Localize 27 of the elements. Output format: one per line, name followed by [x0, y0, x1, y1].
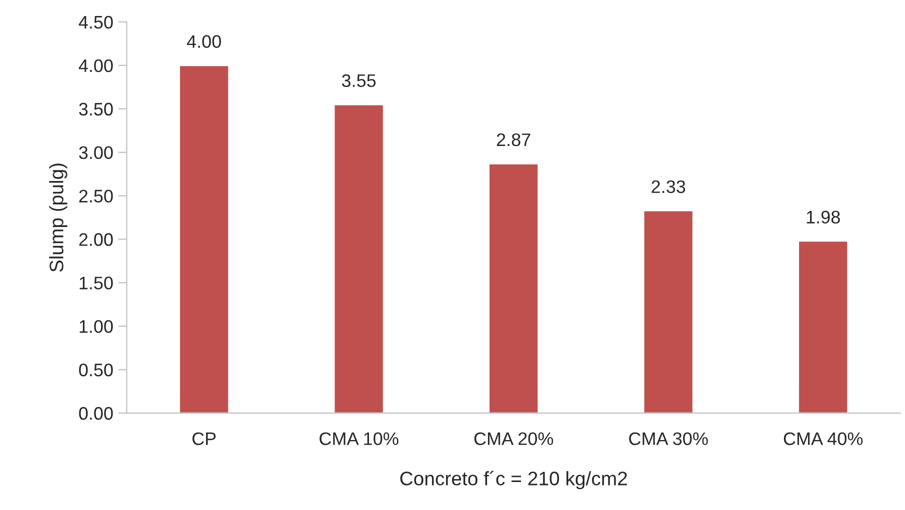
x-tick-label: CMA 30%: [629, 432, 708, 446]
x-tick-label: CMA 40%: [784, 432, 863, 446]
y-tick-label: 3.50: [79, 102, 113, 116]
y-tick-label: 4.00: [78, 59, 113, 72]
x-tick-label: CMA 20%: [474, 432, 554, 446]
data-label: 4.00: [186, 35, 221, 48]
bar: [178, 64, 230, 414]
x-tick-label: CP: [192, 432, 216, 446]
data-label: 3.55: [342, 74, 376, 88]
y-tick-label: 2.50: [79, 190, 113, 203]
data-label: 2.33: [652, 180, 686, 194]
bar: [333, 104, 384, 414]
y-tick-label: 4.50: [78, 16, 113, 29]
bar: [488, 162, 540, 414]
y-axis-title: Slump (pulg): [49, 164, 68, 272]
y-tick-label: 0.00: [79, 407, 113, 420]
x-axis-title: Concreto f´c = 210 kg/cm2: [400, 470, 627, 490]
y-tick-label: 0.50: [79, 364, 113, 376]
x-tick-label: CMA 10%: [320, 432, 398, 446]
bar: [642, 210, 694, 414]
data-label: 2.87: [496, 133, 530, 146]
y-tick-label: 1.00: [80, 320, 113, 333]
y-tick-label: 2.00: [79, 233, 113, 246]
bar: [798, 240, 849, 414]
y-tick-label: 3.00: [79, 146, 113, 160]
data-label: 1.98: [806, 210, 840, 224]
y-tick-label: 1.50: [80, 276, 113, 290]
